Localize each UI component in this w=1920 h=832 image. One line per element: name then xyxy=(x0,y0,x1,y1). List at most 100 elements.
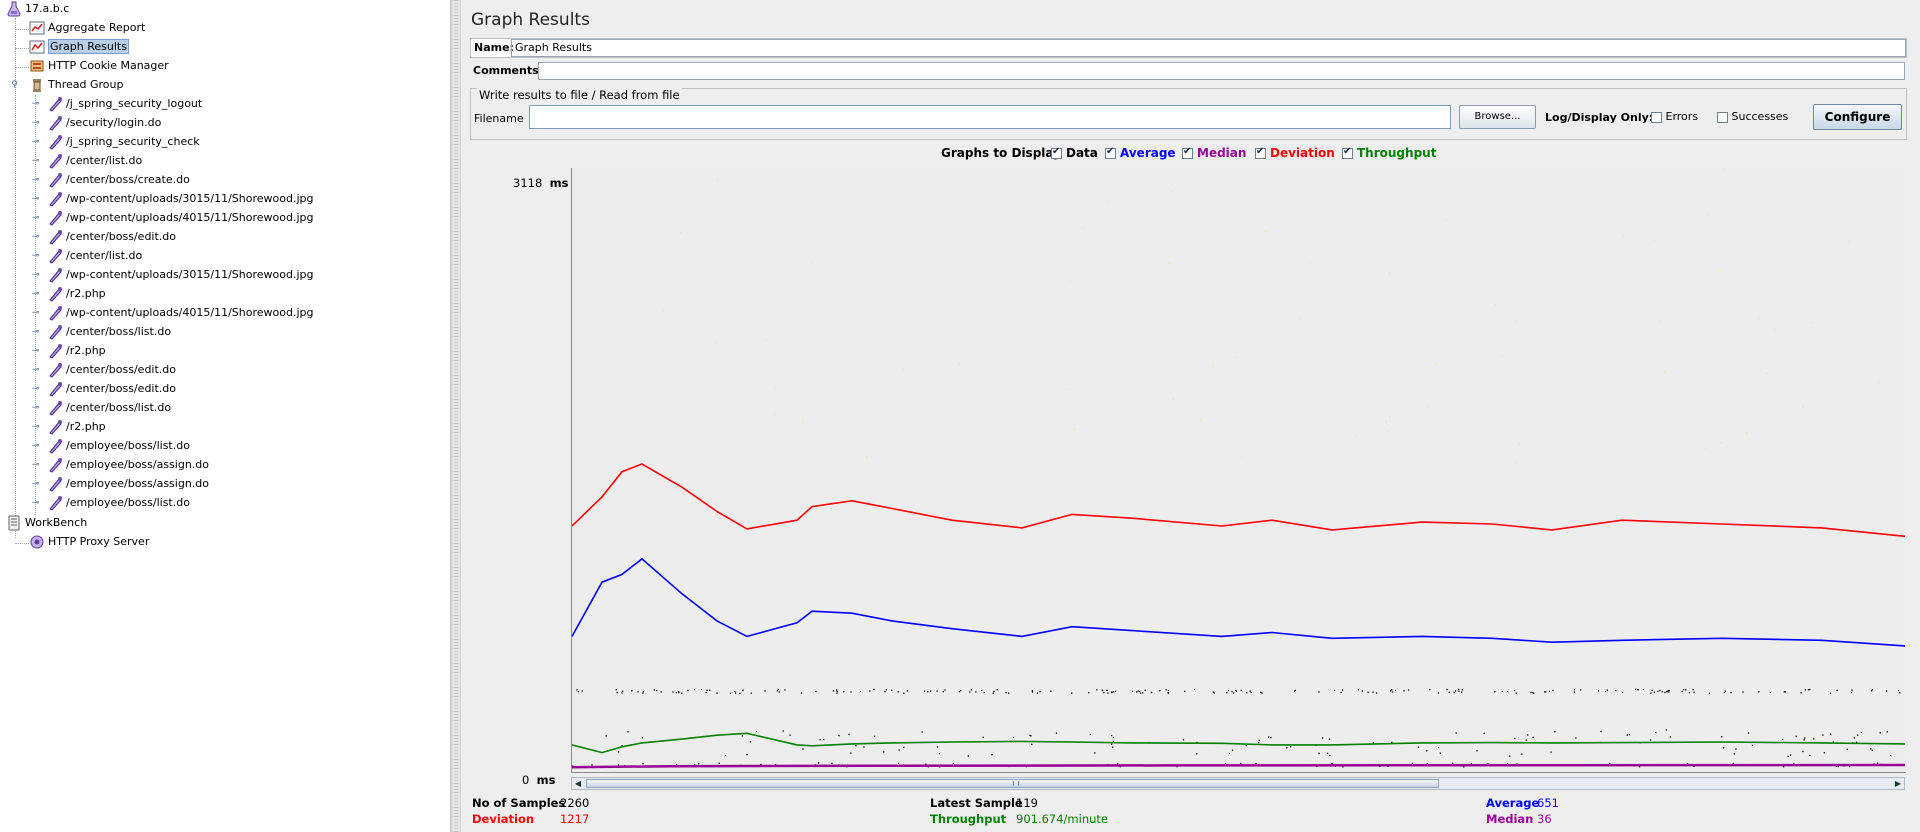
expand-toggle-icon[interactable]: ⊸ xyxy=(31,441,40,451)
browse-button[interactable]: Browse... xyxy=(1459,105,1536,129)
data-point xyxy=(1245,744,1247,747)
data-point xyxy=(1036,692,1039,694)
expand-toggle-icon[interactable]: ⊸ xyxy=(31,479,40,489)
tree-node-http-sampler[interactable]: /r2.php xyxy=(47,418,106,436)
expand-toggle-icon[interactable]: ⊸ xyxy=(31,308,40,318)
data-point xyxy=(739,692,741,694)
data-point xyxy=(958,691,961,693)
expand-toggle-icon[interactable]: ⊸ xyxy=(31,498,40,508)
tree-node-http-sampler[interactable]: /center/boss/list.do xyxy=(47,399,171,417)
expand-toggle-icon[interactable]: ⊸ xyxy=(31,118,40,128)
panel-splitter[interactable] xyxy=(451,0,461,832)
tree-node-workbench[interactable]: WorkBench xyxy=(6,514,87,532)
expand-toggle-icon[interactable]: ⊸ xyxy=(31,270,40,280)
expand-toggle-icon[interactable]: ⊸ xyxy=(31,99,40,109)
data-point xyxy=(1532,736,1534,738)
collapse-toggle-icon[interactable]: ⚲ xyxy=(11,80,18,90)
deviation-option[interactable]: Deviation xyxy=(1255,146,1335,160)
tree-node-http-sampler[interactable]: /center/boss/list.do xyxy=(47,323,171,341)
tree-node-http-sampler[interactable]: /center/list.do xyxy=(47,152,142,170)
http-sampler-icon xyxy=(47,172,63,188)
tree-node-http-sampler[interactable]: /wp-content/uploads/4015/11/Shorewood.jp… xyxy=(47,304,313,322)
http-sampler-icon xyxy=(47,134,63,150)
data-point xyxy=(1769,691,1771,694)
data-point xyxy=(1802,750,1804,753)
data-checkbox[interactable] xyxy=(1051,146,1062,159)
expand-toggle-icon[interactable]: ⊸ xyxy=(31,327,40,337)
expand-toggle-icon[interactable]: ⊸ xyxy=(31,460,40,470)
data-point xyxy=(1136,691,1138,693)
name-field[interactable]: Graph Results xyxy=(511,39,1906,57)
tree-node-http-sampler[interactable]: /employee/boss/list.do xyxy=(47,437,190,455)
tree-node-http-sampler[interactable]: /center/boss/edit.do xyxy=(47,361,176,379)
data-option[interactable]: Data xyxy=(1051,146,1098,160)
data-point xyxy=(1452,762,1454,764)
deviation-option-label: Deviation xyxy=(1270,146,1335,160)
expand-toggle-icon[interactable]: ⊸ xyxy=(31,137,40,147)
comments-field[interactable] xyxy=(538,62,1905,80)
median-option[interactable]: Median xyxy=(1182,146,1246,160)
filename-input[interactable] xyxy=(529,105,1451,129)
expand-toggle-icon[interactable]: ⊸ xyxy=(31,346,40,356)
tree-node-cookie-manager[interactable]: HTTP Cookie Manager xyxy=(29,57,169,75)
tree-node-http-sampler[interactable]: /j_spring_security_check xyxy=(47,133,200,151)
sampler-label: /j_spring_security_check xyxy=(66,135,200,148)
configure-button[interactable]: Configure xyxy=(1813,104,1902,130)
tree-node-http-sampler[interactable]: /j_spring_security_logout xyxy=(47,95,202,113)
data-point xyxy=(641,737,644,739)
tree-node-http-sampler[interactable]: /wp-content/uploads/3015/11/Shorewood.jp… xyxy=(47,190,313,208)
tree-node-http-sampler[interactable]: /r2.php xyxy=(47,342,106,360)
data-point xyxy=(1117,763,1119,765)
tree-node-aggregate-report[interactable]: Aggregate Report xyxy=(29,19,145,37)
expand-toggle-icon[interactable]: ⊸ xyxy=(31,384,40,394)
data-point xyxy=(1448,691,1450,693)
expand-toggle-icon[interactable]: ⊸ xyxy=(31,156,40,166)
tree-node-root[interactable]: 17.a.b.c xyxy=(6,0,69,18)
average-option[interactable]: Average xyxy=(1105,146,1176,160)
scroll-right-arrow-icon[interactable]: ▶ xyxy=(1894,779,1902,788)
graph-scrollbar[interactable]: ◀ ▶ xyxy=(571,777,1905,790)
tree-node-http-sampler[interactable]: /wp-content/uploads/3015/11/Shorewood.jp… xyxy=(47,266,313,284)
expand-toggle-icon[interactable]: ⊸ xyxy=(31,403,40,413)
data-point xyxy=(1322,737,1324,739)
expand-toggle-icon[interactable]: ⊸ xyxy=(31,175,40,185)
data-point xyxy=(1113,691,1115,693)
data-point xyxy=(958,363,960,365)
expand-toggle-icon[interactable]: ⊸ xyxy=(31,289,40,299)
tree-node-http-sampler[interactable]: /center/boss/edit.do xyxy=(47,380,176,398)
successes-checkbox[interactable] xyxy=(1717,111,1728,123)
expand-toggle-icon[interactable]: ⊸ xyxy=(31,422,40,432)
tree-node-http-sampler[interactable]: /r2.php xyxy=(47,285,106,303)
errors-option[interactable]: Errors xyxy=(1651,110,1698,123)
tree-node-http-sampler[interactable]: /security/login.do xyxy=(47,114,161,132)
data-point xyxy=(716,692,718,694)
expand-toggle-icon[interactable]: ⊸ xyxy=(31,194,40,204)
scroll-left-arrow-icon[interactable]: ◀ xyxy=(574,779,582,788)
expand-toggle-icon[interactable]: ⊸ xyxy=(31,213,40,223)
tree-node-http-sampler[interactable]: /center/boss/edit.do xyxy=(47,228,176,246)
tree-node-http-sampler[interactable]: /employee/boss/list.do xyxy=(47,494,190,512)
throughput-checkbox[interactable] xyxy=(1342,146,1353,159)
tree-node-http-proxy-server[interactable]: HTTP Proxy Server xyxy=(29,533,149,551)
tree-node-thread-group[interactable]: Thread Group xyxy=(29,76,123,94)
average-checkbox[interactable] xyxy=(1105,146,1116,159)
tree-node-http-sampler[interactable]: /center/boss/create.do xyxy=(47,171,190,189)
test-plan-tree[interactable]: 17.a.b.c Aggregate Report Graph Results … xyxy=(0,0,451,832)
successes-option[interactable]: Successes xyxy=(1717,110,1788,123)
deviation-checkbox[interactable] xyxy=(1255,146,1266,159)
throughput-option[interactable]: Throughput xyxy=(1342,146,1436,160)
median-checkbox[interactable] xyxy=(1182,146,1193,159)
scroll-thumb[interactable] xyxy=(586,779,1439,788)
expand-toggle-icon[interactable]: ⊸ xyxy=(31,365,40,375)
data-point xyxy=(1012,736,1015,739)
tree-node-http-sampler[interactable]: /employee/boss/assign.do xyxy=(47,475,209,493)
tree-node-http-sampler[interactable]: /wp-content/uploads/4015/11/Shorewood.jp… xyxy=(47,209,313,227)
expand-toggle-icon[interactable]: ⊸ xyxy=(31,232,40,242)
http-sampler-icon xyxy=(47,267,63,283)
data-point xyxy=(735,692,737,694)
tree-node-http-sampler[interactable]: /employee/boss/assign.do xyxy=(47,456,209,474)
tree-node-graph-results[interactable]: Graph Results xyxy=(29,38,129,56)
errors-checkbox[interactable] xyxy=(1651,111,1662,123)
expand-toggle-icon[interactable]: ⊸ xyxy=(31,251,40,261)
tree-node-http-sampler[interactable]: /center/list.do xyxy=(47,247,142,265)
